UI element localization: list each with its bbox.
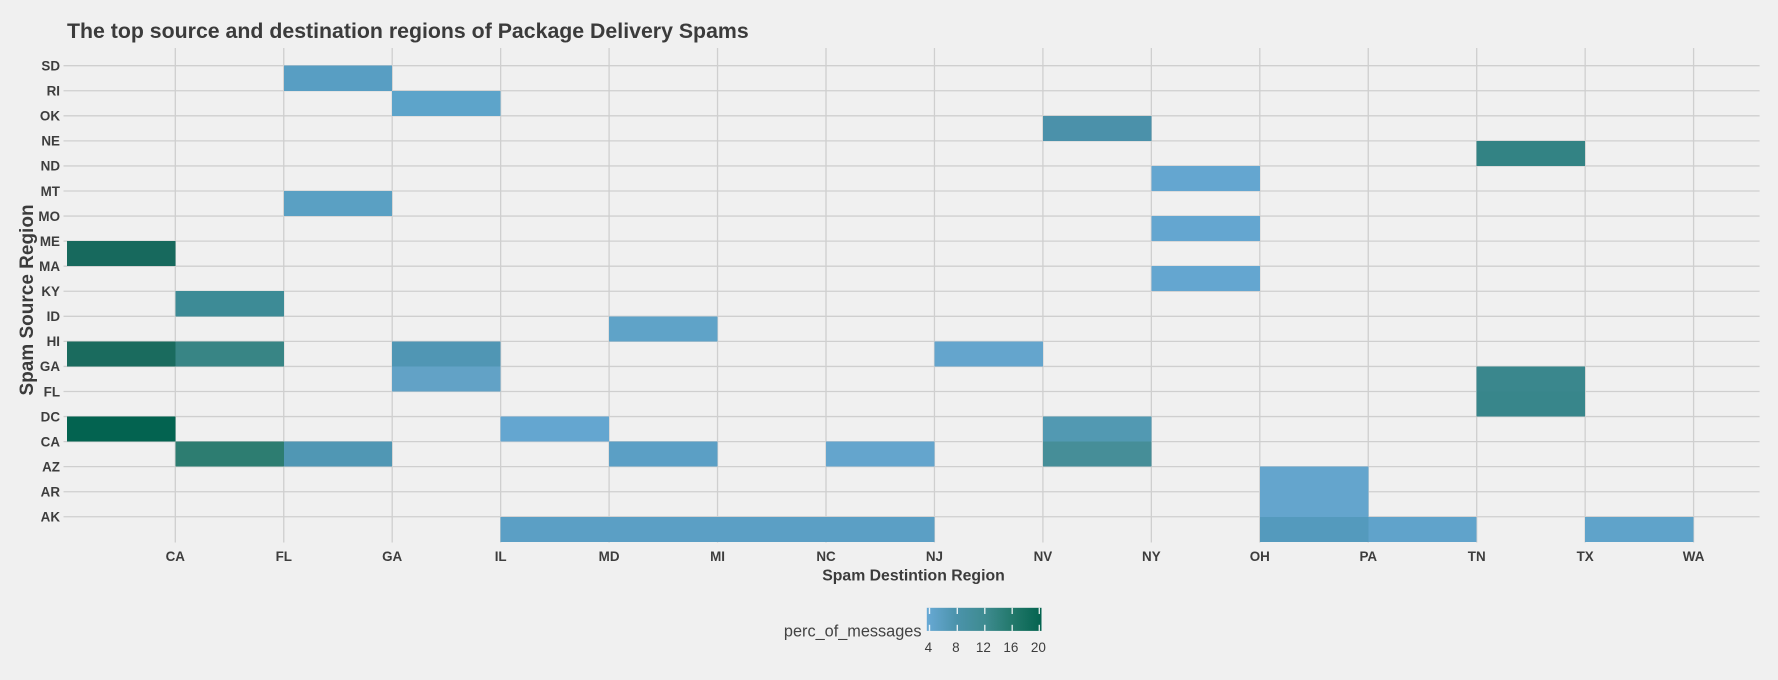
svg-text:PA: PA [1359, 549, 1377, 564]
svg-text:TN: TN [1468, 549, 1486, 564]
svg-text:HI: HI [47, 334, 60, 349]
svg-text:CA: CA [41, 434, 61, 449]
svg-text:IL: IL [495, 549, 507, 564]
svg-text:Spam Destintion Region: Spam Destintion Region [822, 567, 1005, 584]
svg-text:ND: ND [41, 159, 61, 174]
svg-text:MI: MI [710, 549, 725, 564]
svg-text:NY: NY [1142, 549, 1161, 564]
svg-text:8: 8 [952, 640, 960, 655]
svg-text:OK: OK [40, 109, 60, 124]
svg-text:MO: MO [38, 209, 60, 224]
svg-text:NC: NC [816, 549, 836, 564]
svg-text:NJ: NJ [926, 549, 943, 564]
svg-text:AZ: AZ [42, 459, 60, 474]
svg-text:MA: MA [39, 259, 60, 274]
svg-text:FL: FL [44, 384, 60, 399]
svg-text:SD: SD [41, 59, 60, 74]
svg-text:ID: ID [47, 309, 61, 324]
svg-text:TX: TX [1577, 549, 1594, 564]
svg-text:CA: CA [166, 549, 186, 564]
svg-text:RI: RI [47, 84, 60, 99]
svg-text:Spam Source Region: Spam Source Region [17, 204, 38, 395]
svg-text:MD: MD [599, 549, 620, 564]
svg-text:4: 4 [925, 640, 933, 655]
svg-text:NE: NE [41, 134, 60, 149]
svg-text:The top source and destination: The top source and destination regions o… [67, 19, 749, 43]
svg-text:OH: OH [1250, 549, 1270, 564]
svg-text:MT: MT [41, 184, 61, 199]
svg-text:perc_of_messages: perc_of_messages [784, 623, 922, 641]
svg-text:ME: ME [40, 234, 60, 249]
svg-text:AK: AK [41, 510, 61, 525]
svg-text:20: 20 [1031, 640, 1046, 655]
svg-text:FL: FL [276, 549, 292, 564]
svg-text:AR: AR [41, 485, 61, 500]
svg-text:DC: DC [41, 409, 61, 424]
svg-text:KY: KY [41, 284, 60, 299]
svg-text:GA: GA [382, 549, 402, 564]
svg-text:16: 16 [1003, 640, 1018, 655]
svg-text:GA: GA [40, 359, 60, 374]
svg-text:WA: WA [1683, 549, 1705, 564]
svg-text:12: 12 [976, 640, 991, 655]
svg-text:NV: NV [1034, 549, 1053, 564]
